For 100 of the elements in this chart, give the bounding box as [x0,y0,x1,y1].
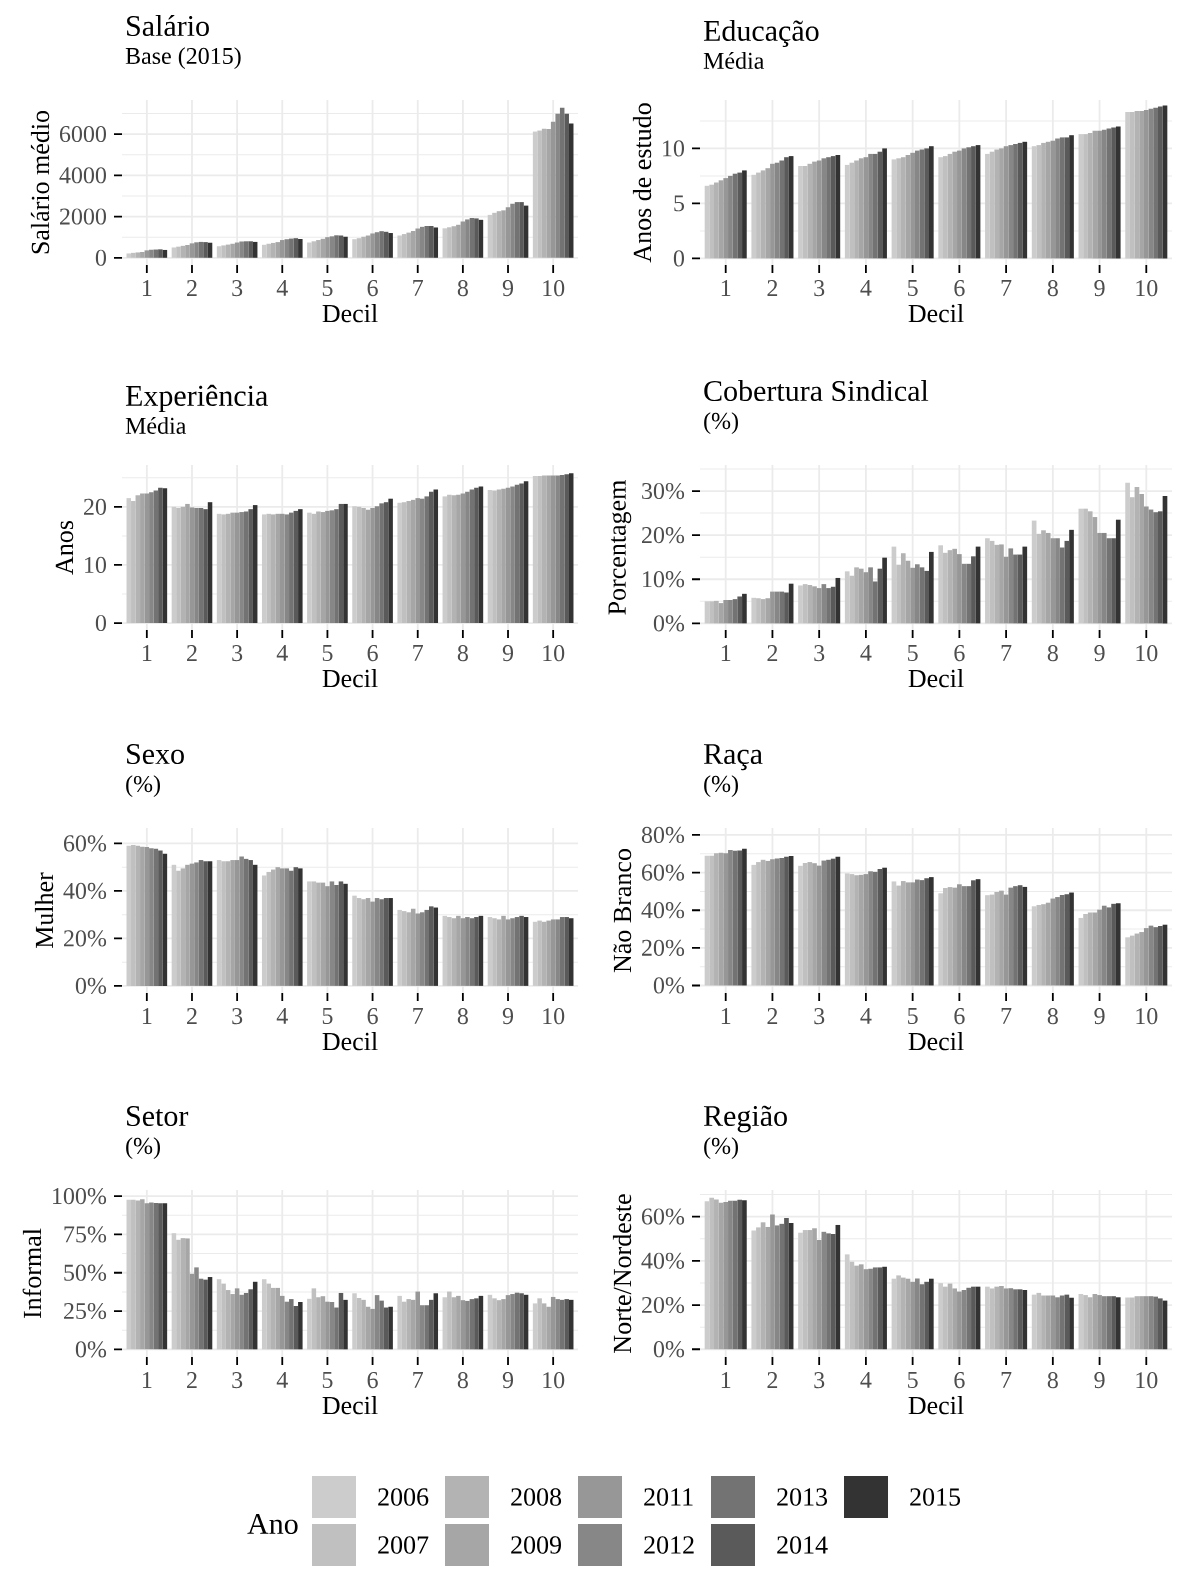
bar [456,1295,461,1350]
bar [370,508,375,624]
bar [564,1299,569,1350]
bar [555,475,560,624]
bar [316,511,321,624]
bar [709,184,715,259]
bar [924,878,929,986]
x-tick-label: 9 [1094,645,1105,662]
y-tick-label: 20% [642,1296,685,1314]
bar [1069,892,1074,986]
x-tick-label: 2 [187,645,197,661]
x-tick-label: 5 [908,1372,918,1389]
bar [433,227,439,258]
y-axis-title: Anos de estudo [632,103,652,263]
y-tick-label: 0 [95,249,106,266]
bar [957,150,962,259]
bar [1041,904,1046,986]
bar [784,856,789,986]
x-tick-label: 9 [502,280,514,297]
x-tick-label: 1 [721,280,731,296]
x-tick-label: 9 [1094,280,1105,297]
bar [144,250,150,258]
x-tick-label: 7 [413,1372,424,1388]
bar [149,848,154,986]
bar [1050,1295,1056,1350]
x-tick-label: 5 [322,280,333,296]
x-tick-label: 6 [954,1008,965,1025]
bar [460,221,466,258]
bar [1036,145,1042,259]
bar [985,153,990,259]
bar [924,1281,929,1350]
y-tick-label: 20% [64,930,107,947]
bar [868,1268,873,1350]
y-axis-title: Não Branco [613,849,632,973]
chart-title: Salário [127,14,209,37]
bar [158,850,163,986]
bar [872,153,878,259]
x-tick-label: 5 [322,1372,333,1389]
bar [519,483,524,624]
x-tick-label: 8 [457,645,468,662]
bar [1157,106,1163,259]
x-axis-title: Decil [322,1396,378,1415]
bar [203,861,208,986]
bar [1101,532,1107,624]
bar [1129,935,1135,986]
x-tick-label: 5 [322,645,333,662]
x-tick-label: 10 [1136,1008,1158,1025]
bar [230,1294,235,1350]
bar [812,1228,817,1350]
x-tick-label: 7 [413,645,424,661]
x-tick-label: 9 [1094,1372,1105,1389]
bar [415,228,420,258]
x-tick-label: 2 [187,280,197,296]
bar [510,203,515,258]
bar [1041,142,1046,259]
x-axis-title: Decil [322,1032,378,1051]
bar [1087,912,1093,986]
x-axis-title: Decil [908,1032,964,1051]
x-tick-label: 9 [502,645,514,662]
bar [952,548,958,624]
bar [709,601,715,624]
y-tick-label: 75% [64,1226,107,1243]
bar [723,600,729,624]
bar [952,887,958,986]
x-tick-label: 9 [502,1372,514,1389]
y-tick-label: 10 [663,140,685,157]
bar [126,253,132,258]
bar [474,917,479,986]
bar [131,1199,136,1350]
bar [807,585,813,624]
y-tick-label: 60% [63,835,107,852]
bar [194,508,199,624]
x-tick-label: 4 [276,645,288,661]
bar [424,909,430,986]
bar [714,1199,719,1350]
bar [298,509,303,624]
bar [243,241,249,258]
bar [447,917,452,986]
x-tick-label: 2 [767,280,778,296]
x-tick-label: 2 [187,1372,197,1388]
bar [1055,138,1060,259]
bar [742,848,747,986]
y-tick-label: 0% [653,1341,685,1358]
bar [388,898,393,986]
bar [1115,126,1121,259]
bar [307,242,312,258]
bar [239,1294,244,1350]
bar [316,240,321,258]
bar [957,1291,962,1350]
bar [1153,107,1158,259]
bar [239,241,244,258]
bar [826,1233,831,1350]
x-tick-label: 3 [232,280,243,297]
bar [289,512,294,624]
bar [474,1298,479,1350]
bar [971,1286,976,1350]
bar [289,1299,294,1350]
x-tick-label: 8 [1047,645,1058,662]
bar [1143,1296,1149,1350]
bar [872,1267,878,1350]
